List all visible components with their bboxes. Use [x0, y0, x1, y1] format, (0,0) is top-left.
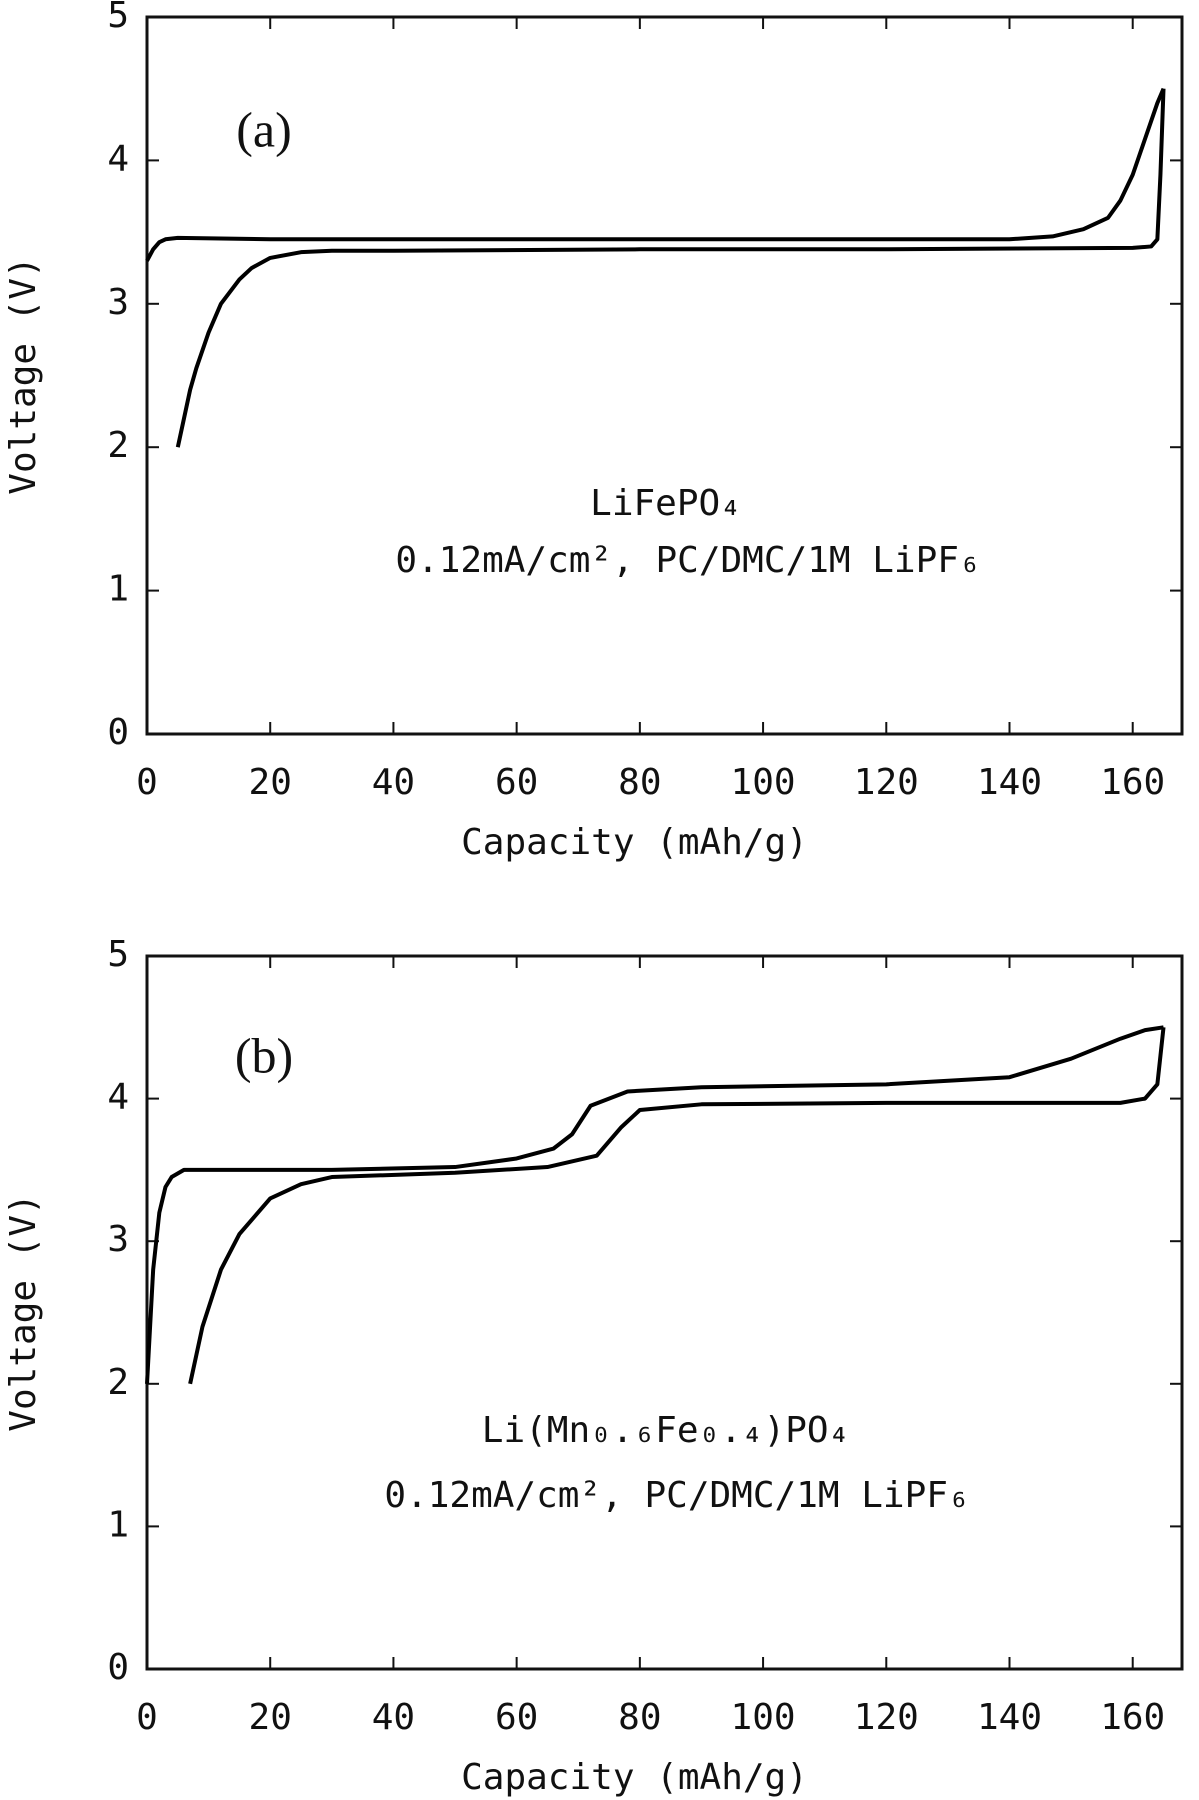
x-tick-label: 100 [731, 762, 796, 803]
x-tick-label: 40 [372, 762, 415, 803]
x-tick-label: 20 [249, 1697, 292, 1738]
y-axis-label: Voltage (V) [3, 1193, 44, 1431]
annotation: 0.12mA/cm², PC/DMC/1M LiPF₆ [395, 540, 980, 581]
x-tick-label: 0 [136, 1697, 158, 1738]
x-tick-label: 120 [854, 762, 919, 803]
y-axis-label: Voltage (V) [3, 256, 44, 494]
y-tick-label: 5 [107, 0, 129, 36]
x-tick-label: 140 [977, 1697, 1042, 1738]
data-line [145, 87, 1166, 262]
data-line [145, 1025, 1164, 1384]
x-tick-label: 160 [1100, 762, 1165, 803]
x-tick-label: 140 [977, 762, 1042, 803]
y-tick-label: 1 [107, 569, 129, 610]
y-tick-label: 0 [107, 1647, 129, 1688]
annotation: (b) [235, 1027, 293, 1083]
x-tick-label: 100 [731, 1697, 796, 1738]
annotation: (a) [236, 101, 292, 157]
x-tick-label: 120 [854, 1697, 919, 1738]
data-line [175, 88, 1166, 448]
x-tick-label: 0 [136, 762, 158, 803]
y-tick-label: 2 [107, 425, 129, 466]
y-tick-label: 2 [107, 1362, 129, 1403]
x-tick-label: 60 [495, 762, 538, 803]
x-axis-label: Capacity (mAh/g) [461, 822, 808, 863]
x-tick-label: 60 [495, 1697, 538, 1738]
x-tick-label: 20 [249, 762, 292, 803]
y-tick-label: 3 [107, 282, 129, 323]
y-tick-label: 3 [107, 1219, 129, 1260]
y-tick-label: 0 [107, 712, 129, 753]
plot-frame [145, 954, 1184, 1671]
y-tick-label: 1 [107, 1504, 129, 1545]
annotation: LiFePO₄ [590, 483, 742, 524]
plot-frame [145, 15, 1184, 736]
x-tick-label: 160 [1100, 1697, 1165, 1738]
x-tick-label: 40 [372, 1697, 415, 1738]
data-line [188, 1027, 1166, 1385]
annotation: 0.12mA/cm², PC/DMC/1M LiPF₆ [384, 1475, 969, 1516]
annotation: Li(Mn₀.₆Fe₀.₄)PO₄ [482, 1410, 850, 1451]
y-tick-label: 4 [107, 138, 129, 179]
y-tick-label: 4 [107, 1077, 129, 1118]
y-tick-label: 5 [107, 934, 129, 975]
x-tick-label: 80 [618, 1697, 661, 1738]
x-axis-label: Capacity (mAh/g) [461, 1757, 808, 1798]
x-tick-label: 80 [618, 762, 661, 803]
